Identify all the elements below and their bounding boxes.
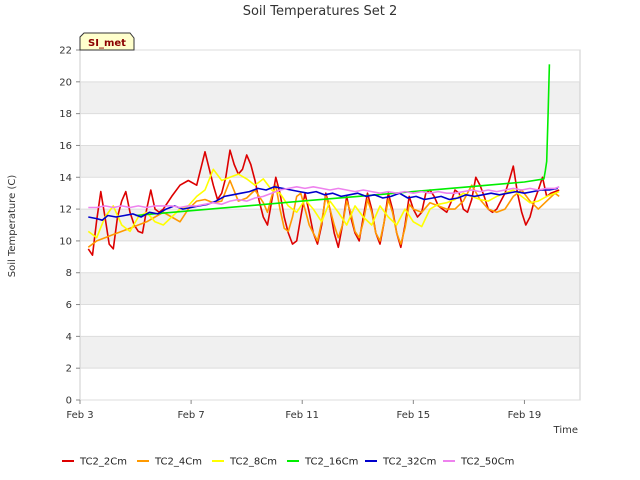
x-tick-label: Feb 15: [397, 410, 431, 421]
site-tag: SI_met: [79, 32, 135, 51]
grid-band: [80, 304, 580, 337]
y-tick-label: 6: [66, 300, 72, 311]
y-tick-label: 14: [59, 173, 72, 184]
y-tick-label: 8: [66, 268, 72, 279]
y-tick-label: 16: [59, 141, 72, 152]
series-line-tc2-16cm: [135, 64, 551, 217]
series-line-tc2-8cm: [87, 168, 560, 239]
x-tick-label: Feb 11: [285, 410, 319, 421]
y-tick-label: 4: [66, 332, 72, 343]
grid-band: [80, 50, 580, 82]
chart-title: Soil Temperatures Set 2: [243, 4, 398, 19]
x-tick-label: Feb 19: [508, 410, 542, 421]
plot-bands: [80, 50, 580, 400]
grid-band: [80, 113, 580, 146]
grid-band: [80, 272, 580, 305]
series-line-tc2-2cm: [87, 149, 560, 256]
grid-band: [80, 240, 580, 273]
grid-band: [80, 145, 580, 178]
y-tick-label: 18: [59, 109, 72, 120]
legend-label: TC2_50Cm: [460, 457, 514, 468]
legend: TC2_2Cm TC2_4Cm TC2_8Cm TC2_16Cm TC2_32Cm TC2…: [62, 457, 514, 468]
legend-label: TC2_32Cm: [382, 457, 436, 468]
legend-label: TC2_2Cm: [79, 457, 127, 468]
series-line-tc2-32cm: [88, 186, 558, 221]
y-tick-label: 0: [66, 396, 72, 407]
legend-label: TC2_16Cm: [304, 457, 358, 468]
series-line-tc2-50cm: [88, 186, 560, 209]
grid-band: [80, 81, 580, 114]
x-tick-label: Feb 7: [177, 410, 204, 421]
site-tag-label: SI_met: [88, 38, 126, 49]
series-lines: [87, 64, 560, 256]
y-tick-label: 20: [59, 77, 72, 88]
y-tick-label: 2: [66, 364, 72, 375]
grid-band: [80, 368, 580, 400]
y-axis-label: Soil Temperature (C): [7, 175, 18, 278]
x-tick-label: Feb 3: [66, 410, 93, 421]
grid-band: [80, 336, 580, 369]
x-axis: Feb 3 Feb 7 Feb 11 Feb 15 Feb 19: [66, 400, 541, 421]
y-tick-label: 22: [59, 46, 72, 57]
y-tick-label: 12: [59, 205, 72, 216]
legend-label: TC2_4Cm: [154, 457, 202, 468]
y-tick-label: 10: [59, 236, 72, 247]
x-axis-label: Time: [553, 425, 578, 436]
legend-label: TC2_8Cm: [229, 457, 277, 468]
